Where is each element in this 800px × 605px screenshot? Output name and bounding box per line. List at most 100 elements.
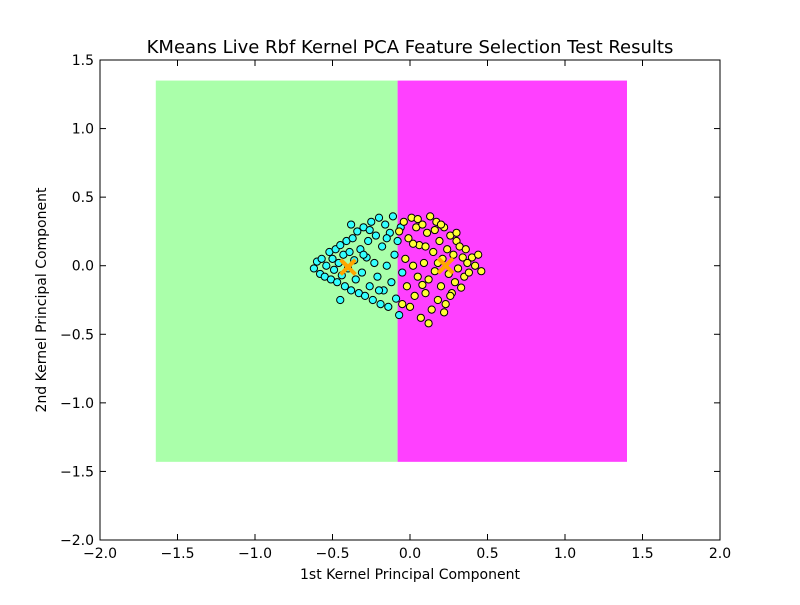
- data-point-cluster-1: [416, 313, 425, 322]
- chart-title: KMeans Live Rbf Kernel PCA Feature Selec…: [147, 37, 674, 58]
- centroid-marker-1: [436, 256, 455, 275]
- x-tick-label: −1.0: [238, 546, 272, 562]
- data-point-cluster-0: [309, 264, 318, 273]
- data-point-cluster-1: [424, 319, 433, 328]
- data-point-cluster-1: [424, 275, 433, 284]
- data-point-cluster-0: [347, 220, 356, 229]
- data-point-cluster-0: [390, 250, 399, 259]
- data-point-cluster-0: [336, 241, 345, 250]
- data-point-cluster-1: [449, 250, 458, 259]
- data-point-cluster-0: [340, 282, 349, 291]
- data-point-cluster-1: [457, 283, 466, 292]
- data-point-cluster-1: [413, 272, 422, 281]
- data-point-cluster-0: [376, 300, 385, 309]
- data-point-cluster-0: [381, 220, 390, 229]
- data-point-cluster-0: [387, 278, 396, 287]
- data-point-cluster-0: [368, 295, 377, 305]
- data-point-cluster-0: [348, 234, 357, 243]
- data-point-cluster-1: [413, 214, 422, 224]
- data-point-cluster-1: [409, 261, 418, 270]
- data-point-cluster-0: [393, 236, 402, 246]
- data-point-cluster-1: [452, 228, 461, 237]
- y-tick-label: 1.5: [72, 53, 94, 69]
- data-point-cluster-0: [322, 261, 331, 270]
- data-point-cluster-0: [364, 236, 373, 246]
- x-tick-label: 0.0: [399, 546, 421, 562]
- data-point-cluster-0: [371, 231, 380, 240]
- data-point-cluster-1: [436, 220, 446, 229]
- data-point-cluster-1: [433, 295, 442, 305]
- data-point-cluster-1: [474, 250, 483, 259]
- x-tick-label: 1.5: [631, 546, 653, 562]
- x-tick-label: −1.5: [161, 546, 195, 562]
- x-tick-label: 2.0: [709, 546, 731, 562]
- data-point-cluster-0: [365, 225, 374, 235]
- data-point-cluster-0: [384, 302, 393, 311]
- y-tick-label: −1.0: [60, 396, 94, 412]
- data-point-cluster-0: [329, 265, 339, 274]
- data-point-cluster-1: [446, 291, 455, 300]
- data-point-cluster-0: [374, 286, 384, 295]
- data-point-cluster-0: [359, 250, 368, 259]
- data-point-cluster-0: [345, 247, 354, 257]
- data-point-cluster-0: [351, 275, 360, 284]
- y-tick-label: −0.5: [60, 327, 94, 343]
- y-tick-label: −2.0: [60, 533, 94, 549]
- x-tick-label: −2.0: [83, 546, 117, 562]
- data-point-cluster-1: [405, 302, 415, 311]
- data-point-cluster-1: [429, 247, 438, 257]
- x-tick-label: 0.5: [476, 546, 498, 562]
- data-point-cluster-0: [395, 310, 404, 320]
- data-point-cluster-1: [430, 225, 439, 235]
- data-point-cluster-0: [398, 268, 407, 277]
- y-tick-label: 0.0: [72, 259, 94, 275]
- data-point-cluster-1: [436, 282, 446, 291]
- data-point-cluster-0: [382, 234, 391, 243]
- data-point-cluster-1: [410, 291, 419, 300]
- data-point-cluster-1: [402, 282, 411, 291]
- data-point-cluster-1: [419, 258, 429, 268]
- data-point-cluster-1: [463, 258, 472, 268]
- data-point-cluster-1: [427, 305, 436, 314]
- data-point-cluster-1: [441, 300, 450, 309]
- y-tick-label: 0.5: [72, 190, 94, 206]
- data-point-cluster-1: [471, 261, 480, 270]
- data-point-cluster-1: [421, 289, 430, 298]
- data-point-cluster-0: [378, 242, 387, 251]
- data-point-cluster-0: [360, 291, 370, 300]
- y-axis-ticks: −2.0 −1.5 −1.0 −0.5 0.0 0.5 1.0 1.5: [60, 53, 720, 549]
- data-point-cluster-1: [418, 280, 427, 290]
- data-point-cluster-1: [409, 239, 418, 248]
- y-tick-label: 1.0: [72, 122, 94, 138]
- data-point-cluster-0: [353, 227, 362, 236]
- data-point-cluster-0: [347, 286, 356, 295]
- data-point-cluster-1: [440, 308, 449, 317]
- decision-regions: [155, 80, 627, 462]
- data-point-cluster-0: [328, 254, 337, 263]
- data-point-cluster-0: [382, 261, 391, 270]
- data-point-cluster-1: [395, 227, 404, 236]
- centroid-marker-0: [339, 258, 357, 276]
- data-point-cluster-0: [370, 258, 379, 268]
- data-point-cluster-1: [401, 254, 410, 263]
- data-point-cluster-0: [373, 272, 382, 281]
- x-axis-ticks: −2.0 −1.5 −1.0 −0.5 0.0 0.5 1.0 1.5 2.0: [83, 60, 731, 562]
- decision-region-0: [155, 80, 398, 462]
- data-point-cluster-0: [333, 278, 342, 287]
- data-point-cluster-0: [357, 268, 367, 277]
- data-point-cluster-1: [450, 278, 460, 287]
- data-point-cluster-0: [388, 212, 398, 221]
- data-point-cluster-1: [422, 228, 432, 237]
- data-point-cluster-1: [430, 267, 439, 276]
- data-point-cluster-1: [398, 300, 407, 309]
- data-point-cluster-1: [399, 217, 408, 226]
- data-point-cluster-1: [464, 268, 473, 277]
- data-point-cluster-0: [374, 213, 384, 222]
- y-tick-label: −1.5: [60, 464, 94, 480]
- data-point-cluster-0: [317, 254, 326, 263]
- data-point-cluster-0: [367, 217, 376, 226]
- data-point-cluster-1: [458, 253, 467, 262]
- x-tick-label: −0.5: [316, 546, 350, 562]
